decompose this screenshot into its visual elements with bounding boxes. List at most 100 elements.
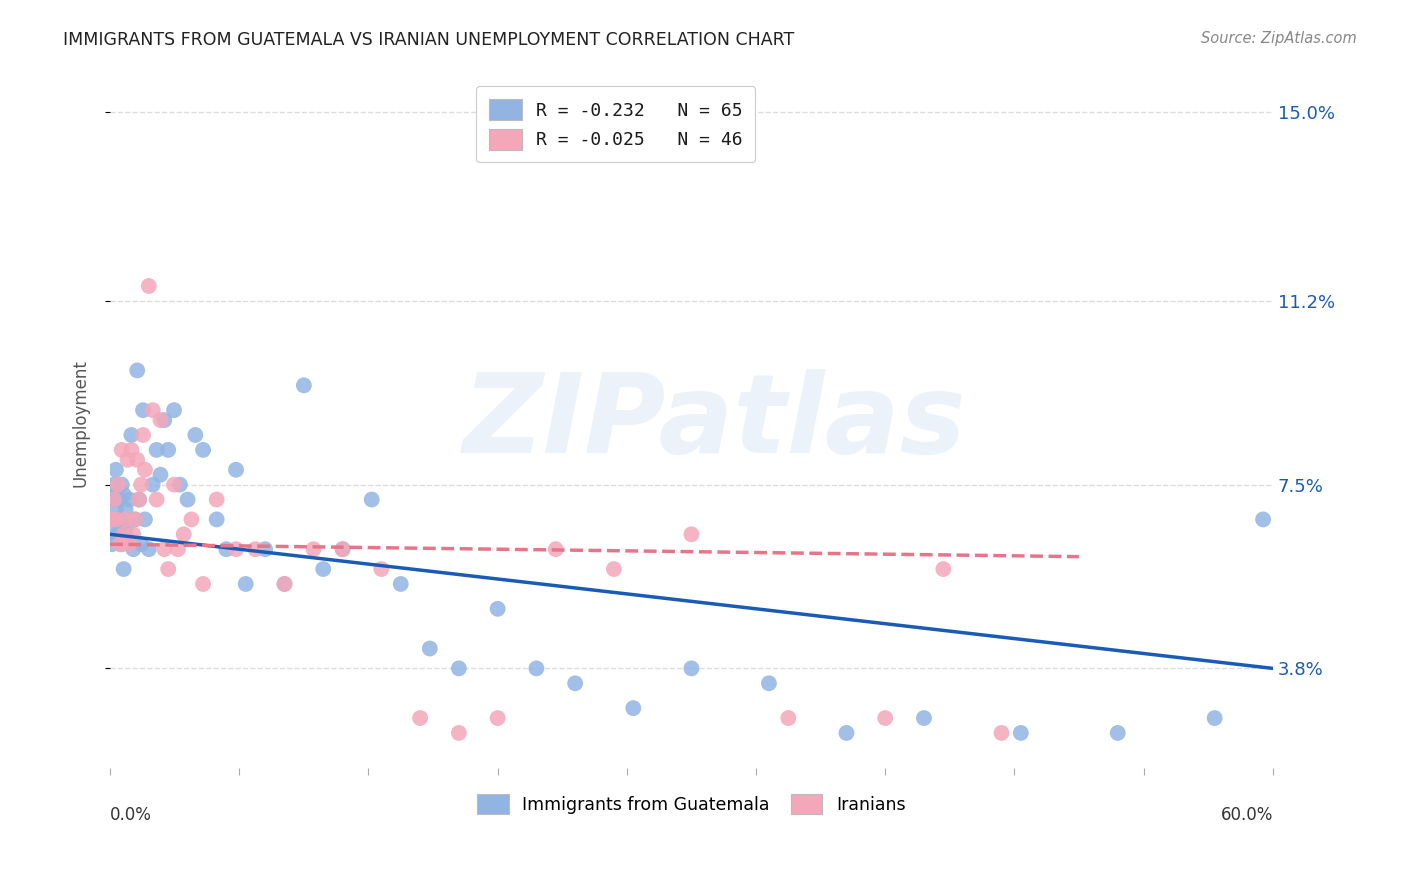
Point [526, 661, 548, 675]
Point [245, 542, 267, 557]
Point [225, 463, 247, 477]
Point [254, 542, 277, 557]
Point [112, 527, 135, 541]
Point [134, 512, 156, 526]
Point [302, 542, 325, 557]
Point [835, 726, 858, 740]
Point [370, 562, 392, 576]
Point [128, 492, 150, 507]
Point [103, 492, 125, 507]
Point [111, 477, 134, 491]
Point [107, 512, 129, 526]
Point [184, 428, 207, 442]
Text: Source: ZipAtlas.com: Source: ZipAtlas.com [1201, 31, 1357, 46]
Point [191, 577, 214, 591]
Point [118, 537, 141, 551]
Point [103, 477, 125, 491]
Point [157, 562, 180, 576]
Point [122, 527, 145, 541]
Point [875, 711, 897, 725]
Point [603, 562, 626, 576]
Point [129, 477, 152, 491]
Point [127, 363, 149, 377]
Point [118, 492, 141, 507]
Point [104, 502, 127, 516]
Point [292, 378, 315, 392]
Point [149, 413, 172, 427]
Point [122, 542, 145, 557]
Point [312, 562, 335, 576]
Legend: Immigrants from Guatemala, Iranians: Immigrants from Guatemala, Iranians [471, 788, 912, 822]
Point [129, 537, 152, 551]
Point [120, 442, 142, 457]
Point [932, 562, 955, 576]
Point [118, 537, 141, 551]
Text: ZIPatlas: ZIPatlas [463, 369, 966, 476]
Point [107, 477, 129, 491]
Point [101, 537, 124, 551]
Text: IMMIGRANTS FROM GUATEMALA VS IRANIAN UNEMPLOYMENT CORRELATION CHART: IMMIGRANTS FROM GUATEMALA VS IRANIAN UNE… [63, 31, 794, 49]
Point [273, 577, 295, 591]
Point [120, 428, 142, 442]
Point [124, 512, 146, 526]
Point [138, 542, 160, 557]
Point [225, 542, 247, 557]
Point [101, 512, 124, 526]
Point [163, 477, 186, 491]
Point [114, 527, 136, 541]
Point [621, 701, 644, 715]
Text: 0.0%: 0.0% [110, 805, 152, 823]
Point [447, 661, 470, 675]
Point [176, 492, 198, 507]
Point [681, 661, 703, 675]
Point [134, 463, 156, 477]
Point [564, 676, 586, 690]
Point [544, 542, 567, 557]
Point [447, 726, 470, 740]
Point [132, 428, 155, 442]
Point [1010, 726, 1032, 740]
Point [153, 542, 176, 557]
Point [117, 452, 139, 467]
Point [145, 492, 167, 507]
Point [332, 542, 354, 557]
Point [273, 577, 295, 591]
Point [191, 442, 214, 457]
Point [419, 641, 441, 656]
Point [103, 492, 125, 507]
Point [128, 492, 150, 507]
Point [142, 403, 165, 417]
Point [108, 537, 131, 551]
Point [114, 502, 136, 516]
Point [111, 442, 134, 457]
Point [205, 512, 228, 526]
Point [124, 512, 146, 526]
Point [138, 279, 160, 293]
Point [169, 477, 191, 491]
Point [114, 512, 136, 526]
Point [215, 542, 238, 557]
Point [112, 487, 135, 501]
Point [153, 413, 176, 427]
Point [101, 512, 124, 526]
Point [778, 711, 800, 725]
Point [167, 542, 190, 557]
Point [990, 726, 1012, 740]
Text: 60.0%: 60.0% [1220, 805, 1272, 823]
Point [1251, 512, 1274, 526]
Point [758, 676, 780, 690]
Point [1107, 726, 1129, 740]
Point [145, 442, 167, 457]
Point [117, 517, 139, 532]
Point [104, 512, 127, 526]
Point [157, 442, 180, 457]
Point [360, 492, 382, 507]
Point [132, 403, 155, 417]
Point [332, 542, 354, 557]
Point [104, 463, 127, 477]
Point [111, 537, 134, 551]
Point [205, 492, 228, 507]
Point [163, 403, 186, 417]
Point [127, 452, 149, 467]
Point [104, 487, 127, 501]
